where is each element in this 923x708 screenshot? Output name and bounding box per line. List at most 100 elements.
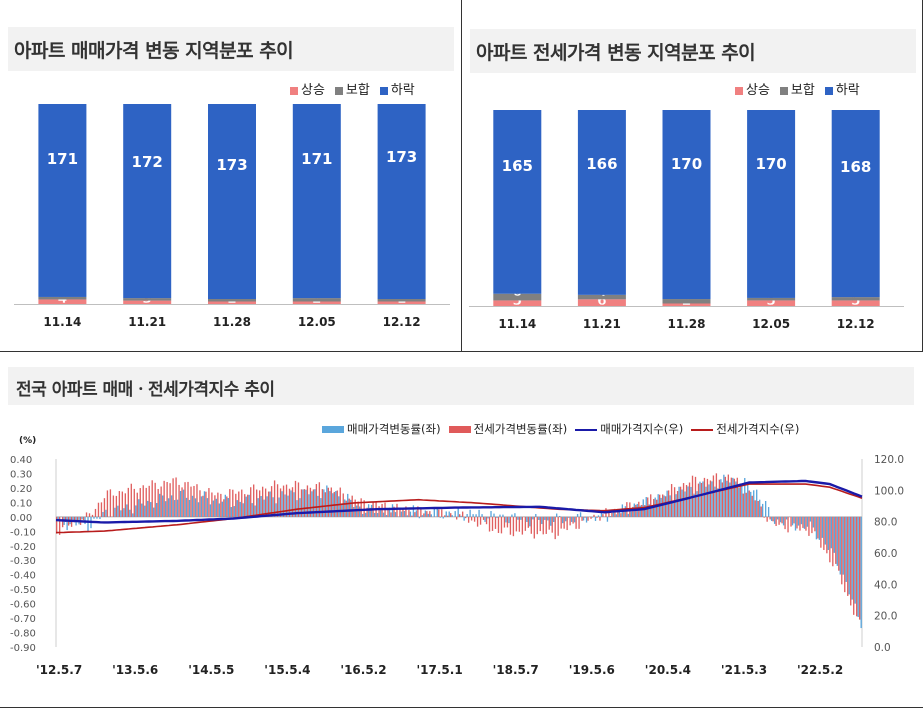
jeonse-rate-bar bbox=[444, 515, 446, 517]
sale-rate-bar bbox=[720, 479, 722, 517]
jeonse-rate-bar bbox=[220, 493, 222, 517]
jeonse-rate-bar bbox=[202, 495, 204, 517]
jeonse-rate-bar bbox=[530, 516, 532, 534]
sale-rate-bar bbox=[96, 516, 98, 519]
jeonse-rate-bar bbox=[217, 492, 219, 517]
sale-rate-bar bbox=[182, 489, 185, 517]
jeonse-rate-bar bbox=[58, 516, 61, 535]
sale-rate-bar bbox=[314, 489, 316, 517]
sale-rate-bar bbox=[120, 510, 122, 517]
sale-rate-bar bbox=[651, 506, 653, 517]
jeonse-rate-bar bbox=[321, 489, 324, 517]
sale-rate-bar bbox=[794, 516, 797, 531]
bar-11.14-상승 bbox=[38, 299, 87, 304]
jeonse-rate-bar bbox=[838, 516, 840, 571]
jeonse-rate-bar bbox=[587, 516, 589, 521]
jeonse-rate-bar bbox=[632, 506, 634, 517]
jeonse-rate-bar bbox=[829, 516, 831, 563]
bar-11.28-상승 bbox=[208, 301, 256, 304]
jeonse-rate-bar bbox=[121, 491, 124, 517]
jeonse-rate-bar bbox=[491, 516, 494, 531]
sale-rate-bar bbox=[526, 516, 528, 523]
jeonse-rate-bar bbox=[739, 484, 741, 517]
sale-rate-bar bbox=[756, 489, 758, 517]
sale-rate-bar bbox=[418, 516, 421, 519]
jeonse-rate-bar bbox=[253, 484, 255, 517]
sale-chart-title: 아파트 매매가격 변동 지역분포 추이 bbox=[14, 40, 294, 62]
jeonse-rate-bar bbox=[533, 516, 535, 539]
x-tick-label: '19.5.6 bbox=[569, 663, 615, 677]
jeonse-legend: 상승 보합 하락 bbox=[735, 79, 860, 98]
jeonse-rate-bar bbox=[235, 493, 237, 517]
jeonse-rate-bar bbox=[509, 516, 512, 535]
bar-11.21-상승 bbox=[577, 299, 626, 306]
sale-rate-bar bbox=[129, 509, 131, 517]
sale-rate-bar bbox=[818, 516, 821, 540]
y-left-tick: -0.50 bbox=[10, 585, 36, 596]
jeonse-rate-bar bbox=[727, 474, 730, 517]
bar-11.14-하락 bbox=[493, 110, 542, 294]
jeonse-rate-bar bbox=[769, 516, 771, 520]
sale-rate-bar bbox=[167, 498, 170, 517]
jeonse-rate-bar bbox=[503, 516, 506, 528]
jeonse-rate-bar bbox=[339, 487, 341, 517]
sale-rate-bar bbox=[353, 506, 355, 517]
legend-fall: 하락 bbox=[379, 79, 415, 98]
jeonse-rate-bar bbox=[178, 484, 180, 517]
y-left-tick: 0.30 bbox=[10, 469, 32, 480]
jeonse-rate-bar bbox=[856, 516, 858, 617]
jeonse-rate-bar bbox=[485, 516, 488, 525]
jeonse-rate-bar bbox=[276, 484, 279, 517]
jeonse-rate-bar bbox=[175, 477, 177, 517]
jeonse-rate-bar bbox=[566, 516, 568, 531]
sale-rate-bar bbox=[436, 508, 438, 517]
sale-rate-bar bbox=[329, 491, 331, 517]
sale-rate-bar bbox=[156, 502, 158, 517]
jeonse-rate-bar bbox=[360, 498, 362, 517]
sale-rate-bar bbox=[385, 515, 388, 517]
jeonse-rate-bar bbox=[820, 516, 822, 548]
jeonse-rate-bar bbox=[832, 516, 834, 567]
sale-rate-bar bbox=[678, 486, 680, 517]
jeonse-rate-bar bbox=[560, 516, 562, 529]
sale-rate-bar bbox=[350, 499, 352, 517]
jeonse-rate-bar bbox=[369, 507, 371, 517]
bar-11.14-보합 bbox=[493, 293, 542, 301]
jeonse-rate-bar bbox=[593, 514, 595, 517]
sale-rate-bar bbox=[815, 516, 818, 540]
sale-rate-bar bbox=[370, 504, 373, 517]
sale-rate-bar bbox=[161, 495, 164, 517]
jeonse-rate-bar bbox=[572, 516, 574, 524]
jeonse-rate-bar bbox=[685, 485, 688, 517]
jeonse-rate-bar bbox=[841, 516, 843, 585]
sale-rate-bar bbox=[687, 486, 689, 517]
sale-rate-bar bbox=[236, 500, 238, 517]
sale-rate-bar bbox=[696, 491, 698, 517]
sale-rate-bar bbox=[442, 516, 444, 519]
jeonse-rate-bar bbox=[608, 510, 610, 517]
sale-rate-bar bbox=[648, 504, 650, 517]
bar-12.12-보합 bbox=[377, 299, 426, 302]
sale-rate-bar bbox=[499, 514, 501, 517]
sale-rate-bar bbox=[215, 498, 218, 517]
sale-rate-bar bbox=[430, 514, 432, 517]
sale-rate-bar bbox=[203, 491, 206, 517]
jeonse-rate-bar bbox=[345, 500, 347, 517]
jeonse-rate-bar bbox=[521, 516, 524, 535]
value-label-11.28-하락: 173 bbox=[216, 156, 247, 174]
sale-rate-bar bbox=[532, 516, 534, 520]
jeonse-rate-bar bbox=[109, 489, 112, 517]
jeonse-rate-bar bbox=[285, 484, 288, 517]
jeonse-rate-bar bbox=[620, 513, 622, 517]
jeonse-rate-bar bbox=[614, 508, 616, 517]
sale-rate-bar bbox=[544, 516, 546, 520]
jeonse-rate-bar bbox=[554, 516, 556, 540]
sale-rate-bar bbox=[600, 510, 603, 517]
sale-rate-bar bbox=[744, 478, 746, 517]
sale-rate-bar bbox=[364, 512, 367, 517]
sale-rate-bar bbox=[114, 507, 116, 517]
bar-11.28-하락 bbox=[662, 110, 711, 300]
sale-rate-bar bbox=[747, 484, 749, 517]
sale-rate-bar bbox=[99, 516, 101, 520]
y-left-tick: 0.20 bbox=[10, 484, 32, 495]
